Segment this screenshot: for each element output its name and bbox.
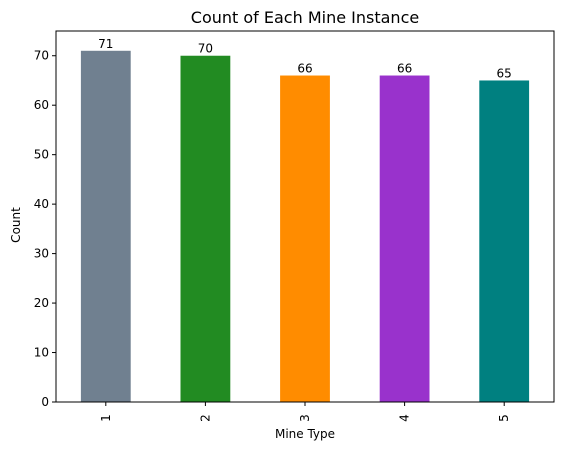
data-label-2: 70 xyxy=(198,42,213,56)
y-tick-label-20: 20 xyxy=(34,296,49,310)
bar-1 xyxy=(80,50,131,402)
data-label-4: 66 xyxy=(397,62,412,76)
y-axis-label: Count xyxy=(9,207,23,243)
y-tick-label-50: 50 xyxy=(34,148,49,162)
bar-2 xyxy=(180,55,231,402)
bar-5 xyxy=(479,80,530,402)
x-axis-label: Mine Type xyxy=(275,427,335,441)
data-label-5: 65 xyxy=(497,66,512,80)
y-tick-label-70: 70 xyxy=(34,49,49,63)
y-tick-label-10: 10 xyxy=(34,346,49,360)
data-labels-group: 71 70 66 66 65 xyxy=(98,37,512,81)
x-tick-label-4: 4 xyxy=(398,414,412,422)
y-tick-label-0: 0 xyxy=(41,395,49,409)
y-tick-label-30: 30 xyxy=(34,247,49,261)
x-tick-label-3: 3 xyxy=(298,414,312,422)
x-tick-label-5: 5 xyxy=(497,414,511,422)
y-tick-label-40: 40 xyxy=(34,197,49,211)
bar-4 xyxy=(379,75,430,403)
y-axis: 0 10 20 30 40 50 60 70 xyxy=(34,49,56,409)
x-axis: 1 2 3 4 5 xyxy=(99,402,511,422)
y-tick-label-60: 60 xyxy=(34,98,49,112)
x-tick-label-2: 2 xyxy=(198,414,212,422)
data-label-1: 71 xyxy=(98,37,113,51)
bars-group xyxy=(80,50,530,403)
bar-3 xyxy=(280,75,330,403)
x-tick-label-1: 1 xyxy=(99,414,113,422)
data-label-3: 66 xyxy=(297,62,312,76)
chart-title: Count of Each Mine Instance xyxy=(191,8,419,27)
plot-frame xyxy=(55,30,555,403)
